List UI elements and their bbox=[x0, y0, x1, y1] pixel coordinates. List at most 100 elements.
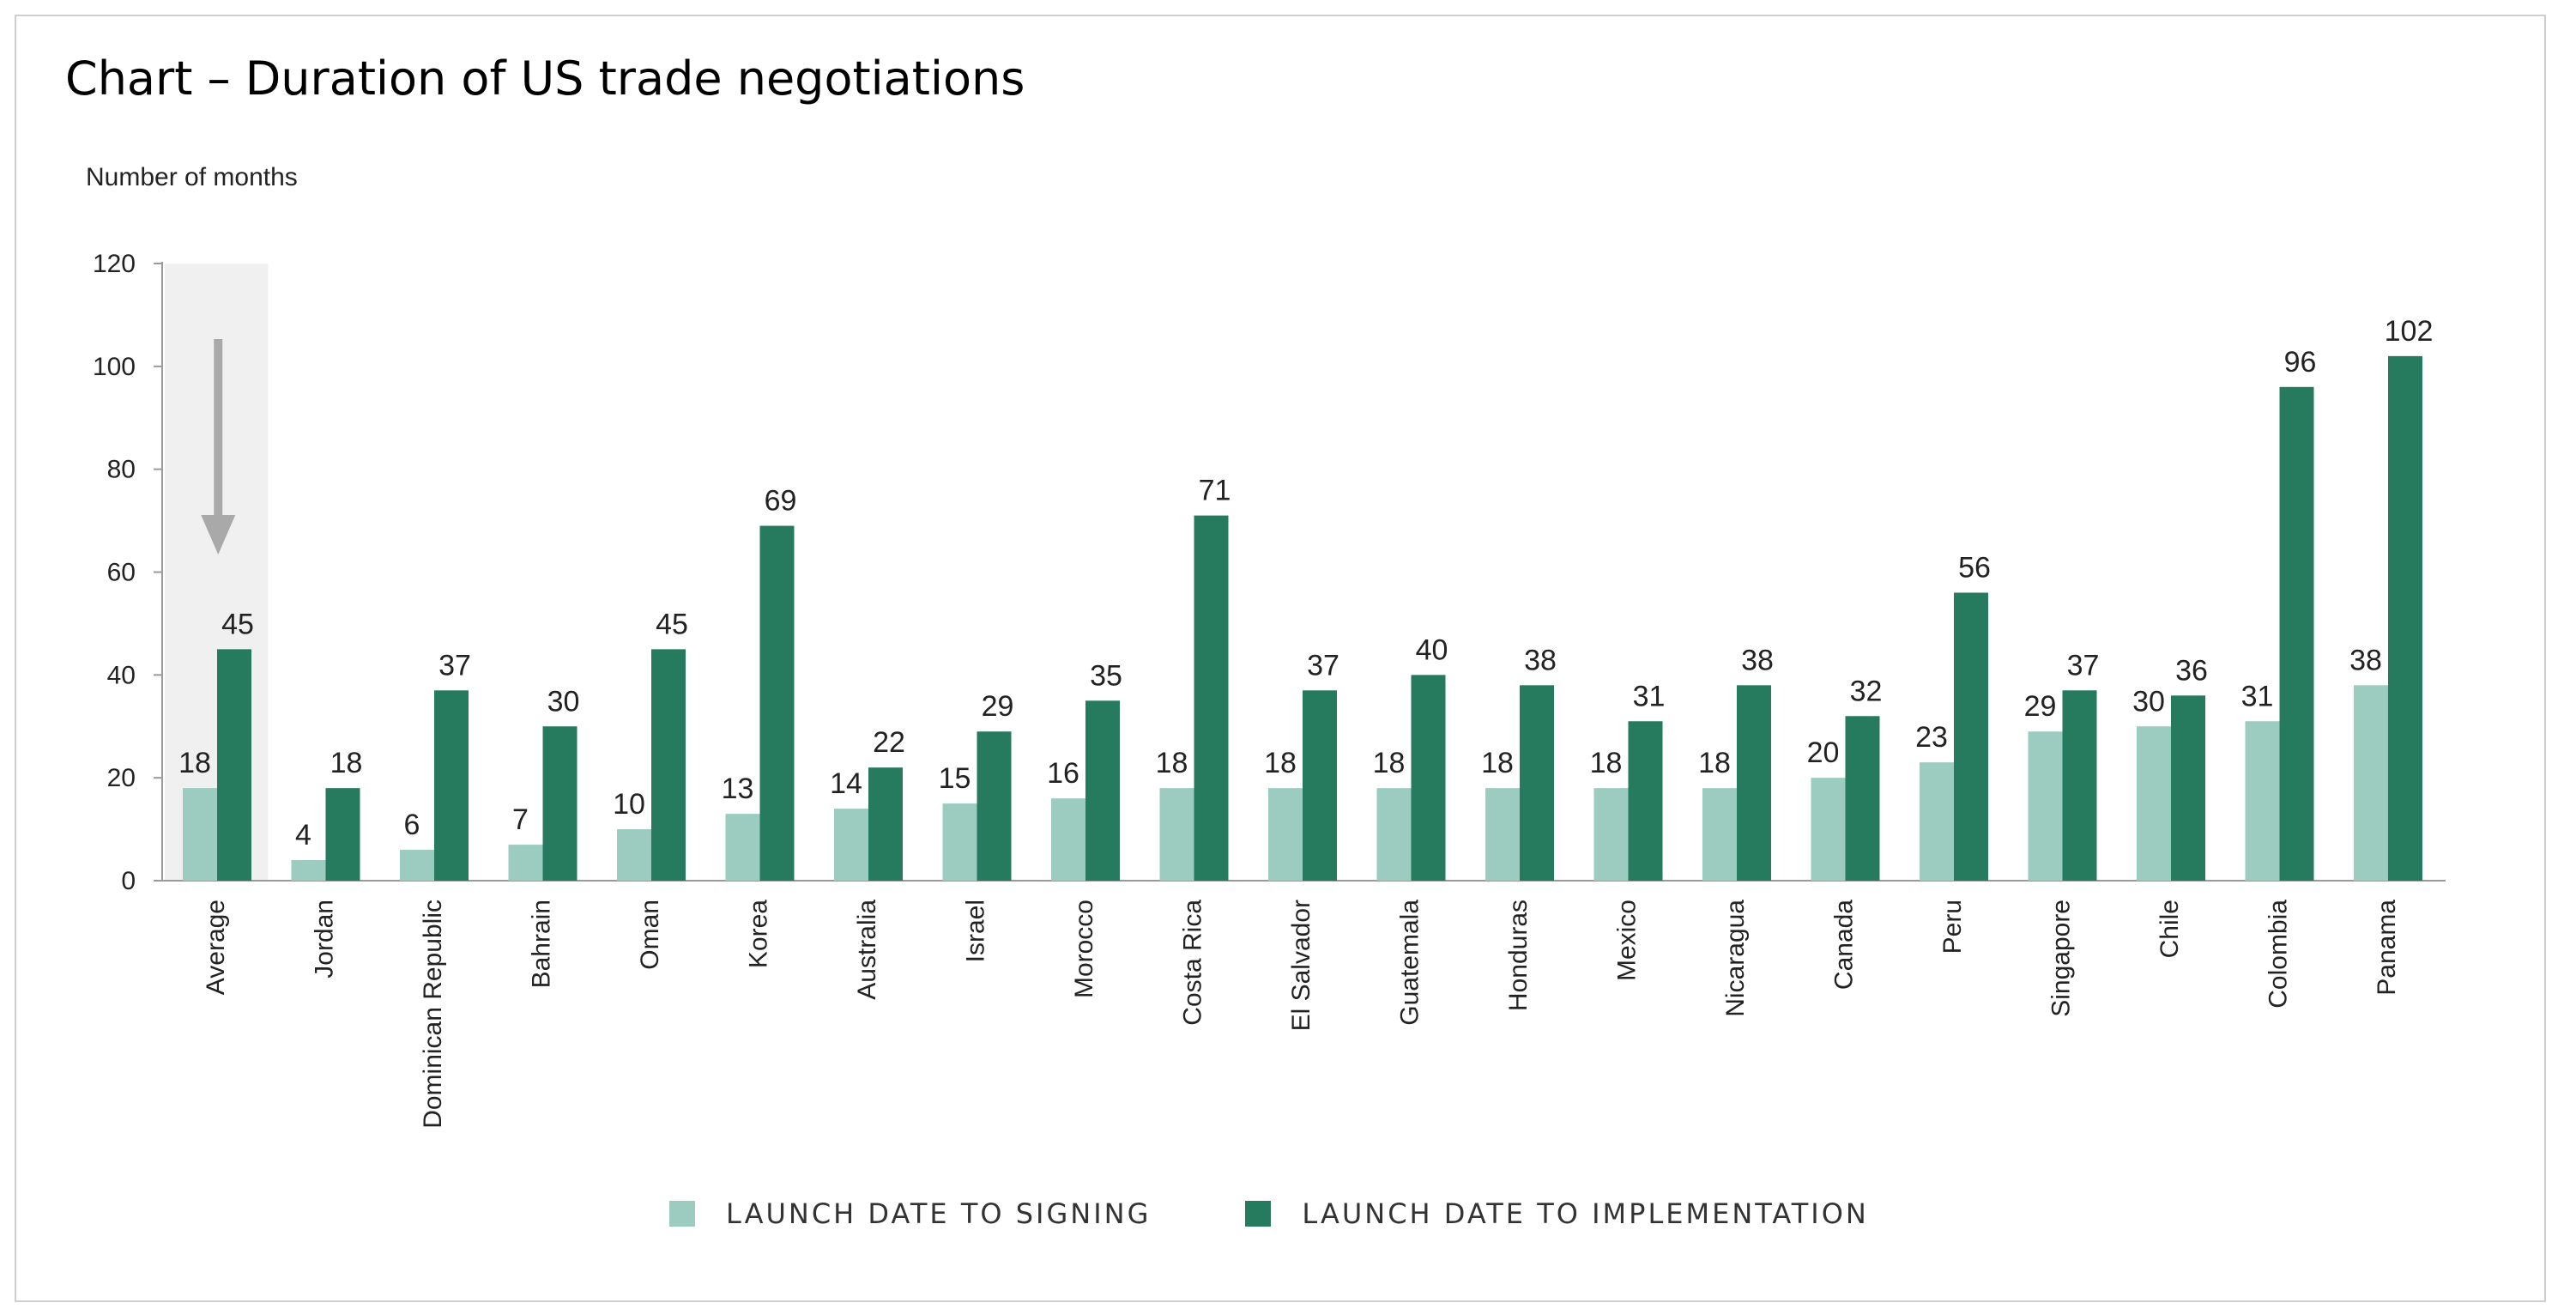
bar-signing bbox=[617, 829, 651, 881]
data-label-signing: 18 bbox=[178, 747, 211, 779]
bar-implementation bbox=[1303, 690, 1337, 881]
data-label-signing: 18 bbox=[1264, 747, 1297, 779]
data-label-signing: 18 bbox=[1698, 747, 1731, 779]
data-label-signing: 4 bbox=[295, 819, 311, 851]
data-label-implementation: 37 bbox=[438, 649, 471, 682]
bar-signing bbox=[291, 860, 326, 881]
category-label: Costa Rica bbox=[1179, 900, 1207, 1026]
data-label-implementation: 29 bbox=[982, 690, 1014, 723]
data-label-signing: 10 bbox=[613, 788, 645, 821]
bar-signing bbox=[2137, 726, 2171, 881]
bar-signing bbox=[1159, 788, 1194, 881]
bar-implementation bbox=[977, 731, 1012, 881]
legend-label-implementation: LAUNCH DATE TO IMPLEMENTATION bbox=[1302, 1197, 1869, 1230]
bar-signing bbox=[1051, 798, 1085, 881]
legend-item-implementation: LAUNCH DATE TO IMPLEMENTATION bbox=[1245, 1197, 1868, 1230]
bar-implementation bbox=[1737, 685, 1771, 881]
bar-implementation bbox=[1954, 592, 1988, 881]
category-label: Jordan bbox=[311, 900, 339, 979]
data-label-implementation: 37 bbox=[1307, 649, 1339, 682]
bar-signing bbox=[183, 788, 217, 881]
data-label-signing: 18 bbox=[1156, 747, 1188, 779]
data-label-implementation: 32 bbox=[1850, 675, 1883, 707]
y-tick-label: 60 bbox=[107, 559, 136, 587]
bar-signing bbox=[942, 803, 977, 881]
data-label-signing: 29 bbox=[2024, 690, 2057, 723]
category-label: Israel bbox=[962, 900, 990, 962]
legend: LAUNCH DATE TO SIGNING LAUNCH DATE TO IM… bbox=[669, 1195, 1869, 1233]
data-label-implementation: 45 bbox=[221, 608, 254, 640]
data-label-implementation: 30 bbox=[547, 685, 580, 718]
bar-signing bbox=[725, 814, 760, 881]
bar-implementation bbox=[434, 690, 469, 881]
bar-implementation bbox=[1520, 685, 1554, 881]
data-label-signing: 31 bbox=[2241, 680, 2274, 712]
down-arrow-head bbox=[201, 515, 236, 554]
bar-implementation bbox=[868, 767, 903, 881]
bar-signing bbox=[2028, 731, 2063, 881]
bar-signing bbox=[834, 809, 868, 881]
bar-signing bbox=[1268, 788, 1303, 881]
data-label-implementation: 40 bbox=[1416, 633, 1448, 666]
y-tick-label: 0 bbox=[121, 867, 136, 895]
bar-implementation bbox=[2062, 690, 2097, 881]
data-label-implementation: 22 bbox=[873, 726, 905, 759]
bar-signing bbox=[1702, 788, 1737, 881]
bar-implementation bbox=[1845, 716, 1880, 881]
legend-swatch-signing bbox=[669, 1201, 695, 1227]
bar-signing bbox=[508, 845, 543, 881]
bar-signing bbox=[1593, 788, 1629, 881]
category-label: Singapore bbox=[2047, 900, 2076, 1017]
data-label-implementation: 71 bbox=[1199, 475, 1231, 507]
category-label: Morocco bbox=[1070, 900, 1098, 998]
data-label-implementation: 96 bbox=[2284, 346, 2317, 379]
bar-signing bbox=[1811, 778, 1846, 881]
category-label: Average bbox=[202, 900, 230, 995]
bar-implementation bbox=[1628, 721, 1663, 881]
category-label: Nicaragua bbox=[1721, 900, 1750, 1017]
data-label-implementation: 35 bbox=[1090, 659, 1122, 692]
data-label-signing: 13 bbox=[722, 773, 754, 805]
bar-implementation bbox=[1411, 675, 1446, 881]
data-label-signing: 14 bbox=[830, 767, 862, 800]
category-label: Korea bbox=[745, 900, 773, 968]
category-label: Honduras bbox=[1504, 900, 1533, 1011]
legend-item-signing: LAUNCH DATE TO SIGNING bbox=[669, 1197, 1151, 1230]
category-label: Peru bbox=[1938, 900, 1967, 954]
bar-signing bbox=[1485, 788, 1520, 881]
y-axis-label: Number of months bbox=[86, 163, 298, 191]
bar-implementation bbox=[2171, 695, 2205, 881]
data-label-signing: 18 bbox=[1481, 747, 1514, 779]
category-label: Mexico bbox=[1613, 900, 1642, 981]
category-label: Chile bbox=[2156, 900, 2184, 958]
bar-signing bbox=[400, 850, 434, 881]
bar-implementation bbox=[1194, 515, 1229, 881]
bar-implementation bbox=[1085, 700, 1120, 881]
chart-frame bbox=[15, 15, 2546, 1302]
bar-implementation bbox=[542, 726, 577, 881]
data-label-signing: 38 bbox=[2349, 644, 2382, 676]
category-label: El Salvador bbox=[1287, 900, 1315, 1031]
data-label-implementation: 38 bbox=[1741, 644, 1774, 676]
bar-implementation bbox=[2388, 355, 2422, 882]
data-label-signing: 20 bbox=[1807, 736, 1840, 769]
data-label-implementation: 36 bbox=[2175, 654, 2208, 687]
category-label: Australia bbox=[853, 900, 881, 1000]
bar-implementation bbox=[759, 525, 795, 881]
bar-implementation bbox=[2279, 386, 2314, 881]
category-label: Bahrain bbox=[528, 900, 556, 988]
data-label-signing: 18 bbox=[1590, 747, 1623, 779]
legend-label-signing: LAUNCH DATE TO SIGNING bbox=[726, 1197, 1152, 1230]
category-label: Panama bbox=[2373, 900, 2401, 996]
data-label-signing: 16 bbox=[1047, 757, 1079, 790]
bar-signing bbox=[2354, 685, 2388, 881]
data-label-implementation: 102 bbox=[2385, 315, 2434, 348]
bar-signing bbox=[1920, 762, 1954, 881]
data-label-signing: 23 bbox=[1915, 721, 1948, 754]
data-label-signing: 6 bbox=[404, 809, 420, 841]
y-tick-label: 80 bbox=[107, 456, 136, 484]
data-label-signing: 18 bbox=[1373, 747, 1406, 779]
category-label: Colombia bbox=[2265, 900, 2293, 1009]
y-tick-label: 100 bbox=[93, 353, 136, 381]
